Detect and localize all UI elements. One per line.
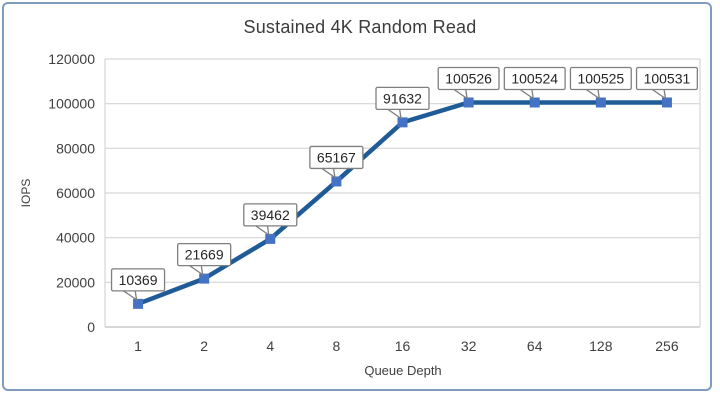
x-tick-label: 256 xyxy=(655,338,679,354)
callout-value: 100531 xyxy=(644,70,691,86)
callout-value: 91632 xyxy=(383,90,422,106)
y-tick-label: 80000 xyxy=(56,140,95,156)
y-tick-label: 60000 xyxy=(56,185,95,201)
series-line xyxy=(135,100,670,307)
x-tick-label: 1 xyxy=(134,338,142,354)
series-marker xyxy=(199,273,210,284)
data-label-callout: 39462 xyxy=(243,203,298,237)
data-label-callout: 100531 xyxy=(635,66,698,100)
callout-box xyxy=(503,66,566,91)
x-tick-label: 16 xyxy=(395,338,411,354)
y-tick-label: 40000 xyxy=(56,230,95,246)
x-tick-label: 4 xyxy=(266,338,274,354)
callout-value: 21669 xyxy=(185,247,224,263)
callout-value: 100526 xyxy=(445,70,492,86)
callout-value: 100525 xyxy=(577,70,624,86)
x-tick-label: 8 xyxy=(332,338,340,354)
y-tick-label: 120000 xyxy=(48,51,95,67)
callout-value: 10369 xyxy=(119,272,158,288)
y-tick-label: 20000 xyxy=(56,274,95,290)
series-marker xyxy=(595,97,606,108)
data-label-callout: 10369 xyxy=(110,268,166,302)
x-tick-label: 128 xyxy=(589,338,613,354)
callout-value: 39462 xyxy=(251,207,290,223)
chart-frame xyxy=(2,2,712,391)
callout-box xyxy=(635,66,698,91)
series-marker xyxy=(331,176,342,187)
callout-box xyxy=(110,268,166,292)
data-label-callout: 21669 xyxy=(177,242,232,276)
series-marker xyxy=(397,117,408,128)
x-tick-label: 64 xyxy=(527,338,543,354)
data-label-callout: 100526 xyxy=(437,66,500,100)
callout-box xyxy=(375,86,430,111)
callout-box xyxy=(243,203,298,227)
y-tick-label: 100000 xyxy=(48,96,95,112)
series-marker xyxy=(463,97,474,108)
callout-value: 100524 xyxy=(511,70,558,86)
x-tick-label: 2 xyxy=(200,338,208,354)
y-axis-title: IOPS xyxy=(19,179,33,208)
series-marker xyxy=(661,97,672,108)
data-label-callout: 91632 xyxy=(375,86,430,120)
callout-box xyxy=(569,66,632,91)
callout-value: 65167 xyxy=(317,149,356,165)
x-axis-title: Queue Depth xyxy=(364,363,441,378)
callout-box xyxy=(437,66,500,91)
callout-box xyxy=(177,242,232,267)
data-label-callout: 100525 xyxy=(569,66,632,100)
data-label-callout: 100524 xyxy=(503,66,566,100)
y-tick-label: 0 xyxy=(87,319,95,335)
chart-title: Sustained 4K Random Read xyxy=(243,17,477,37)
x-tick-label: 32 xyxy=(461,338,477,354)
data-label-callout: 65167 xyxy=(309,145,364,179)
series-marker xyxy=(265,233,276,244)
series-marker xyxy=(529,97,540,108)
callout-box xyxy=(309,145,364,170)
series-marker xyxy=(133,298,144,309)
